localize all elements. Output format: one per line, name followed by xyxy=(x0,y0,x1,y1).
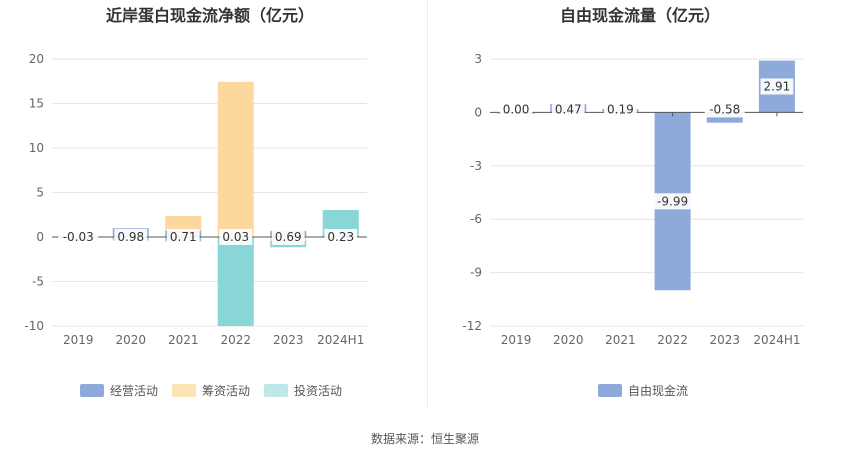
x-tick-label: 2021 xyxy=(605,333,636,347)
data-label-bg xyxy=(760,78,794,95)
bar-2-3 xyxy=(217,237,254,326)
data-label-bg xyxy=(551,101,585,118)
x-tick-label: 2024H1 xyxy=(753,333,800,347)
legend-item-free-cash-flow[interactable]: 自由现金流 xyxy=(598,382,688,399)
legend-swatch-investing xyxy=(264,384,289,397)
y-tick-label: -10 xyxy=(24,319,44,333)
data-label-bg xyxy=(114,229,148,245)
legend-swatch-financing xyxy=(172,384,197,397)
y-tick-label: -12 xyxy=(462,319,482,333)
y-tick-label: -9 xyxy=(470,266,482,280)
data-label: 0.00 xyxy=(503,102,530,116)
data-label: 0.71 xyxy=(170,230,197,244)
x-tick-label: 2019 xyxy=(63,333,94,347)
y-tick-label: 0 xyxy=(36,230,44,244)
left-legend: 经营活动 筹资活动 投资活动 xyxy=(80,382,342,399)
legend-swatch-operating xyxy=(80,384,104,397)
x-tick-label: 2022 xyxy=(220,333,251,347)
y-tick-label: 0 xyxy=(474,105,482,119)
y-tick-label: 5 xyxy=(36,186,44,200)
data-label-bg xyxy=(652,193,693,210)
data-label-bg xyxy=(58,229,99,245)
data-label: 0.98 xyxy=(117,230,144,244)
data-label: 0.23 xyxy=(327,230,354,244)
data-label-bg xyxy=(219,229,253,245)
bar-4 xyxy=(706,112,743,123)
data-label: -0.03 xyxy=(63,230,94,244)
right-legend: 自由现金流 xyxy=(598,382,688,399)
data-label: 0.69 xyxy=(275,230,302,244)
y-tick-label: 20 xyxy=(29,52,44,66)
legend-label-operating: 经营活动 xyxy=(110,384,159,398)
data-label-bg xyxy=(499,101,533,118)
legend-item-operating[interactable]: 经营活动 xyxy=(80,382,158,399)
y-tick-label: -6 xyxy=(470,212,482,226)
data-label-bg xyxy=(604,101,637,118)
legend-label-financing: 筹资活动 xyxy=(202,384,251,398)
x-tick-label: 2019 xyxy=(501,333,532,347)
data-label: 0.03 xyxy=(222,230,249,244)
left-chart-title: 近岸蛋白现金流净额（亿元） xyxy=(105,6,314,25)
legend-label-free-cash-flow: 自由现金流 xyxy=(628,384,689,398)
y-tick-label: -3 xyxy=(470,159,482,173)
data-label-bg xyxy=(166,229,200,245)
y-tick-label: -5 xyxy=(32,275,44,289)
y-tick-label: 10 xyxy=(29,141,44,155)
x-tick-label: 2022 xyxy=(657,333,688,347)
x-tick-label: 2020 xyxy=(553,333,584,347)
right-chart-title: 自由现金流量（亿元） xyxy=(559,6,720,25)
data-label: 0.47 xyxy=(555,102,582,116)
y-tick-label: 15 xyxy=(29,97,44,111)
legend-swatch-free-cash-flow xyxy=(598,384,622,397)
data-source-footer: 数据来源：恒生聚源 xyxy=(370,432,479,446)
data-label: 0.19 xyxy=(607,102,634,116)
x-tick-label: 2024H1 xyxy=(317,333,364,347)
data-label-bg xyxy=(324,229,358,245)
x-tick-label: 2021 xyxy=(168,333,199,347)
x-tick-label: 2023 xyxy=(273,333,304,347)
bar-1-2 xyxy=(165,215,202,231)
bar-1-3 xyxy=(217,81,254,237)
x-tick-label: 2020 xyxy=(115,333,146,347)
data-label: -9.99 xyxy=(657,194,688,208)
data-label-bg xyxy=(704,101,745,118)
legend-item-investing[interactable]: 投资活动 xyxy=(264,382,342,399)
y-tick-label: 3 xyxy=(474,52,482,66)
x-tick-label: 2023 xyxy=(709,333,740,347)
data-label-bg xyxy=(271,229,305,245)
panel-divider xyxy=(427,0,428,408)
data-label: 2.91 xyxy=(764,80,791,94)
legend-item-financing[interactable]: 筹资活动 xyxy=(172,382,250,399)
legend-label-investing: 投资活动 xyxy=(294,384,343,398)
data-label: -0.58 xyxy=(709,102,740,116)
